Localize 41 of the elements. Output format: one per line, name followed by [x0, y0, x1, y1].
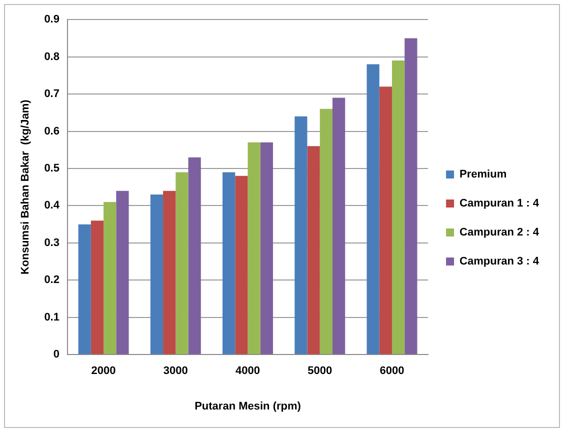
bar	[260, 142, 273, 354]
bar	[392, 60, 405, 354]
x-tick-label: 6000	[380, 365, 404, 378]
bar	[235, 176, 248, 354]
bar	[320, 108, 332, 354]
legend-label: Campuran 3 : 4	[460, 256, 540, 268]
y-tick-label: 0.3	[44, 236, 60, 249]
bar	[163, 190, 176, 354]
bar	[248, 142, 260, 354]
bar	[294, 116, 308, 354]
bar	[379, 86, 392, 354]
bar	[332, 98, 346, 354]
bar	[116, 190, 129, 354]
y-tick-label: 0.8	[44, 50, 60, 63]
x-tick-label: 4000	[236, 365, 260, 378]
y-tick-label: 0.1	[44, 311, 60, 324]
legend-label: Premium	[460, 168, 507, 181]
bar	[90, 220, 104, 354]
y-tick-label: 0.6	[44, 125, 60, 138]
bar	[366, 64, 380, 354]
bar	[78, 224, 91, 354]
bar	[188, 157, 201, 354]
bar	[307, 146, 320, 354]
y-axis-title: Konsumsi Bahan Bakar (kg/Jam)	[20, 99, 32, 275]
y-tick-label: 0.7	[44, 88, 60, 100]
bar	[404, 38, 418, 354]
y-tick-label: 0.9	[44, 14, 60, 26]
y-tick-label: 0.5	[44, 162, 60, 175]
x-tick-label: 3000	[163, 365, 188, 378]
x-tick-label: 2000	[91, 365, 116, 378]
bar	[222, 172, 236, 354]
legend-label: Campuran 2 : 4	[460, 226, 540, 239]
y-tick-label: 0.4	[44, 200, 60, 212]
bar	[150, 194, 164, 354]
bar	[104, 202, 116, 354]
y-tick-label: 0	[53, 348, 60, 361]
x-tick-label: 5000	[308, 365, 332, 378]
x-axis-title: Putaran Mesin (rpm)	[194, 400, 302, 412]
bar	[176, 172, 188, 354]
y-tick-label: 0.2	[44, 274, 60, 286]
legend-label: Campuran 1 : 4	[460, 198, 540, 210]
